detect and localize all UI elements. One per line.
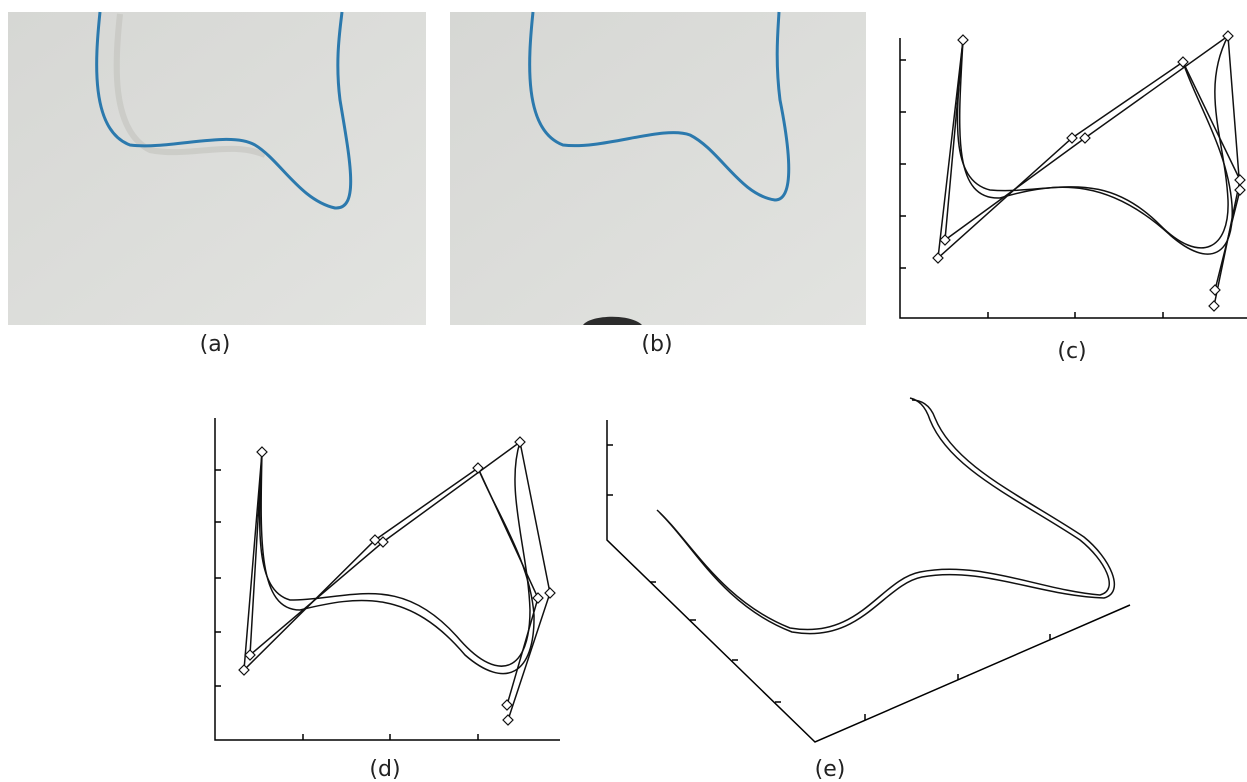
panel-label: (b) [641,332,672,357]
plot-c [899,30,1247,319]
panel-label: (e) [815,757,846,782]
photo-b [450,11,866,325]
panel-label: (a) [200,332,231,357]
plot-e [606,397,1131,743]
panel-label: (d) [369,757,400,782]
plot-d [214,418,560,741]
panel-label: (c) [1057,339,1086,364]
photo-a [8,11,426,325]
